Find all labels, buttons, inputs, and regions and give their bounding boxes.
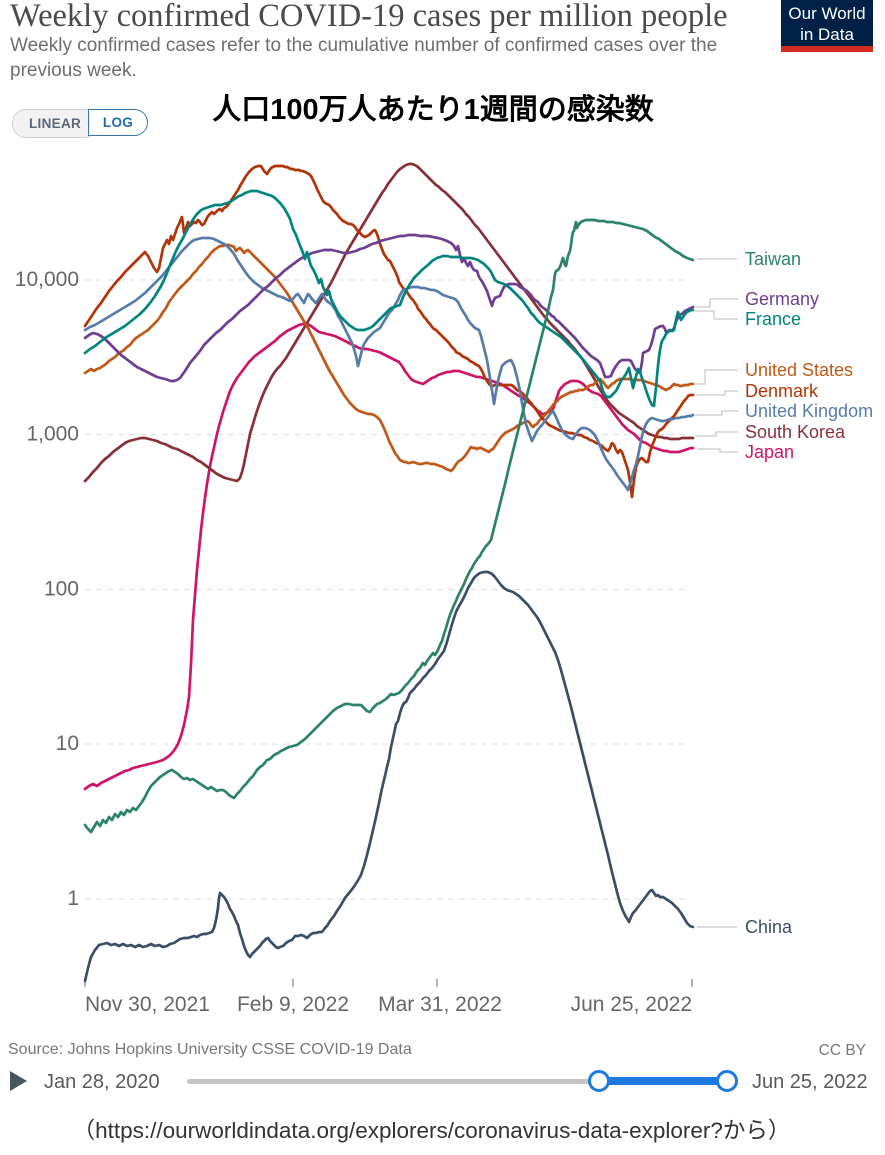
svg-text:United Kingdom: United Kingdom (745, 401, 873, 421)
svg-text:Denmark: Denmark (745, 381, 819, 401)
svg-text:South Korea: South Korea (745, 422, 846, 442)
svg-text:Japan: Japan (745, 442, 794, 462)
svg-text:1: 1 (67, 887, 79, 910)
svg-text:Nov 30, 2021: Nov 30, 2021 (85, 993, 210, 1016)
svg-text:United States: United States (745, 360, 853, 380)
svg-text:10,000: 10,000 (15, 268, 79, 291)
svg-text:Taiwan: Taiwan (745, 249, 801, 269)
svg-text:Mar 31, 2022: Mar 31, 2022 (378, 993, 502, 1016)
svg-text:Jun 25, 2022: Jun 25, 2022 (571, 993, 692, 1016)
svg-text:1,000: 1,000 (26, 423, 79, 446)
svg-text:France: France (745, 309, 801, 329)
svg-text:100: 100 (44, 578, 79, 601)
svg-text:China: China (745, 917, 793, 937)
svg-text:10: 10 (56, 732, 79, 755)
svg-text:Germany: Germany (745, 289, 819, 309)
svg-text:Feb 9, 2022: Feb 9, 2022 (237, 993, 349, 1016)
